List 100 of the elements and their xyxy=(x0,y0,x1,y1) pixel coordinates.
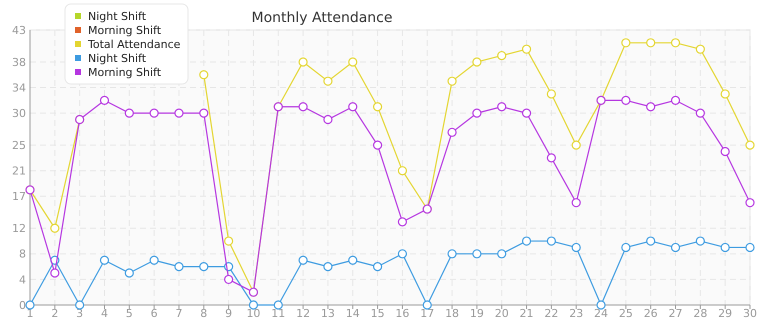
point xyxy=(497,102,506,112)
point xyxy=(199,262,208,272)
x-tick-label: 12 xyxy=(296,307,310,320)
y-tick-label: 30 xyxy=(12,106,26,120)
point xyxy=(199,108,208,118)
y-tick-label: 8 xyxy=(19,248,26,261)
point xyxy=(174,262,184,272)
point xyxy=(422,300,432,310)
point xyxy=(124,108,134,118)
point xyxy=(546,236,556,246)
x-tick-label: 20 xyxy=(494,307,509,320)
point xyxy=(100,96,110,105)
point xyxy=(696,108,705,118)
point xyxy=(199,70,208,80)
point xyxy=(348,57,358,67)
point xyxy=(447,249,457,258)
point xyxy=(174,108,184,118)
point xyxy=(670,38,680,48)
point xyxy=(150,256,159,265)
x-tick-label: 8 xyxy=(200,307,208,320)
x-tick-label: 11 xyxy=(271,307,286,320)
x-tick-label: 27 xyxy=(668,307,683,320)
point xyxy=(274,300,283,310)
point xyxy=(348,102,358,112)
point xyxy=(348,256,358,265)
x-tick-label: 25 xyxy=(618,307,633,320)
x-tick-label: 24 xyxy=(594,307,608,320)
point xyxy=(670,96,680,105)
y-tick-label: 34 xyxy=(12,81,26,94)
point xyxy=(323,262,333,272)
y-tick-label: 12 xyxy=(12,222,26,236)
point xyxy=(298,102,308,112)
x-tick-label: 14 xyxy=(346,307,360,320)
point xyxy=(447,76,457,86)
point xyxy=(398,217,408,226)
point xyxy=(472,108,482,118)
point xyxy=(572,242,581,252)
point xyxy=(621,38,630,48)
y-tick-label: 38 xyxy=(12,56,26,69)
point xyxy=(646,236,656,246)
point xyxy=(372,140,382,150)
x-tick-label: 9 xyxy=(225,307,232,320)
x-tick-label: 18 xyxy=(445,307,460,320)
x-tick-label: 13 xyxy=(320,307,335,320)
point xyxy=(621,242,630,252)
x-tick-label: 28 xyxy=(693,307,708,320)
point xyxy=(546,89,556,99)
point xyxy=(720,89,730,99)
point xyxy=(472,249,482,258)
point xyxy=(720,146,730,156)
point xyxy=(745,140,755,150)
point xyxy=(646,38,656,48)
legend-label: Morning Shift xyxy=(88,66,162,79)
point xyxy=(150,108,159,118)
x-tick-label: 29 xyxy=(718,307,732,320)
point xyxy=(546,153,556,163)
point xyxy=(572,140,581,150)
point xyxy=(372,262,382,272)
legend-label: Total Attendance xyxy=(87,38,181,51)
point xyxy=(670,242,680,252)
point xyxy=(224,274,234,284)
x-tick-label: 22 xyxy=(544,307,558,320)
point xyxy=(572,198,581,208)
y-tick-label: 4 xyxy=(19,273,26,286)
x-tick-label: 23 xyxy=(569,307,584,320)
point xyxy=(696,44,705,54)
point xyxy=(124,268,134,278)
point xyxy=(398,249,408,258)
point xyxy=(646,102,656,112)
point xyxy=(372,102,382,112)
point xyxy=(50,224,60,233)
x-tick-label: 26 xyxy=(644,307,658,320)
point xyxy=(522,44,532,54)
point xyxy=(100,256,110,265)
x-tick-label: 2 xyxy=(51,307,58,320)
x-tick-label: 16 xyxy=(395,307,410,320)
point xyxy=(745,198,755,208)
point xyxy=(522,108,532,118)
x-tick-label: 21 xyxy=(520,307,534,320)
y-tick-label: 25 xyxy=(12,138,26,152)
point xyxy=(621,96,630,105)
x-tick-label: 15 xyxy=(370,307,385,320)
chart-title: Monthly Attendance xyxy=(252,10,392,26)
point xyxy=(720,242,730,252)
point xyxy=(398,166,408,176)
point xyxy=(323,76,333,86)
x-tick-label: 5 xyxy=(126,307,133,320)
point xyxy=(298,256,308,265)
y-tick-label: 0 xyxy=(19,298,26,312)
point xyxy=(696,236,705,246)
point xyxy=(25,300,35,310)
point xyxy=(323,114,333,124)
point xyxy=(50,268,60,278)
point xyxy=(224,236,234,246)
point xyxy=(472,57,482,67)
point xyxy=(497,249,506,258)
y-tick-label: 21 xyxy=(12,164,26,178)
legend-label: Night Shift xyxy=(88,10,147,23)
x-tick-label: 17 xyxy=(420,307,434,320)
point xyxy=(745,242,755,252)
